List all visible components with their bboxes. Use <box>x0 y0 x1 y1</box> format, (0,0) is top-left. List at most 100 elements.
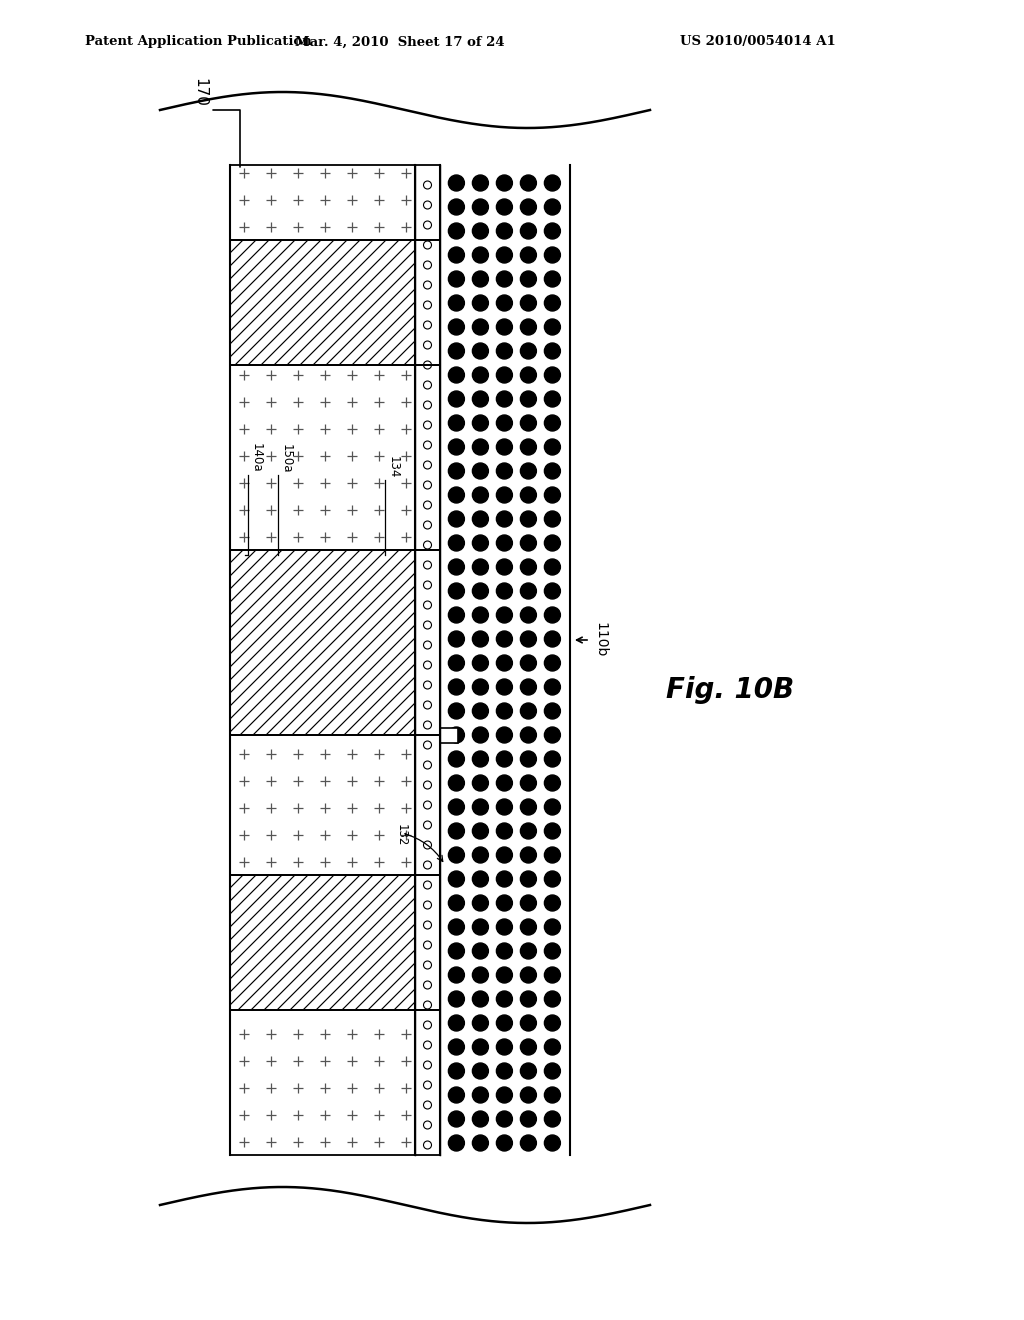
Circle shape <box>472 223 488 239</box>
Circle shape <box>520 583 537 599</box>
Circle shape <box>472 583 488 599</box>
Circle shape <box>520 727 537 743</box>
Circle shape <box>520 678 537 696</box>
Circle shape <box>472 535 488 550</box>
Circle shape <box>472 968 488 983</box>
Circle shape <box>449 607 465 623</box>
Circle shape <box>520 247 537 263</box>
Circle shape <box>545 1135 560 1151</box>
Circle shape <box>520 440 537 455</box>
Circle shape <box>520 367 537 383</box>
Circle shape <box>497 775 512 791</box>
Text: Mar. 4, 2010  Sheet 17 of 24: Mar. 4, 2010 Sheet 17 of 24 <box>295 36 505 49</box>
Circle shape <box>449 511 465 527</box>
Circle shape <box>545 440 560 455</box>
Circle shape <box>545 583 560 599</box>
Circle shape <box>472 199 488 215</box>
Circle shape <box>497 655 512 671</box>
Circle shape <box>497 919 512 935</box>
Circle shape <box>449 1039 465 1055</box>
Circle shape <box>472 895 488 911</box>
Circle shape <box>545 535 560 550</box>
Circle shape <box>497 271 512 286</box>
Text: 170: 170 <box>193 78 207 107</box>
Circle shape <box>545 1111 560 1127</box>
Circle shape <box>472 391 488 407</box>
Circle shape <box>520 319 537 335</box>
Circle shape <box>449 463 465 479</box>
Circle shape <box>545 607 560 623</box>
Circle shape <box>449 1111 465 1127</box>
Circle shape <box>449 294 465 312</box>
Circle shape <box>472 176 488 191</box>
Circle shape <box>449 678 465 696</box>
Circle shape <box>545 678 560 696</box>
Circle shape <box>520 1015 537 1031</box>
Circle shape <box>520 1111 537 1127</box>
Circle shape <box>449 822 465 840</box>
Circle shape <box>497 1086 512 1104</box>
Circle shape <box>472 799 488 814</box>
Circle shape <box>545 511 560 527</box>
Circle shape <box>449 176 465 191</box>
Circle shape <box>449 919 465 935</box>
Circle shape <box>497 391 512 407</box>
Circle shape <box>449 991 465 1007</box>
Circle shape <box>520 294 537 312</box>
Circle shape <box>520 799 537 814</box>
Circle shape <box>545 942 560 960</box>
Circle shape <box>497 247 512 263</box>
Circle shape <box>520 1063 537 1078</box>
Circle shape <box>545 991 560 1007</box>
Circle shape <box>449 968 465 983</box>
Circle shape <box>472 1063 488 1078</box>
Circle shape <box>472 343 488 359</box>
Circle shape <box>497 678 512 696</box>
Circle shape <box>472 247 488 263</box>
Circle shape <box>497 895 512 911</box>
Circle shape <box>520 1135 537 1151</box>
Circle shape <box>472 871 488 887</box>
Circle shape <box>497 199 512 215</box>
Circle shape <box>472 487 488 503</box>
Circle shape <box>472 751 488 767</box>
Circle shape <box>497 727 512 743</box>
Circle shape <box>497 751 512 767</box>
Circle shape <box>545 199 560 215</box>
Circle shape <box>472 558 488 576</box>
Text: US 2010/0054014 A1: US 2010/0054014 A1 <box>680 36 836 49</box>
Circle shape <box>545 343 560 359</box>
Circle shape <box>520 919 537 935</box>
Circle shape <box>497 176 512 191</box>
Circle shape <box>449 799 465 814</box>
Text: Patent Application Publication: Patent Application Publication <box>85 36 311 49</box>
Circle shape <box>497 991 512 1007</box>
Circle shape <box>497 942 512 960</box>
Circle shape <box>449 751 465 767</box>
Circle shape <box>497 631 512 647</box>
Circle shape <box>449 1063 465 1078</box>
Circle shape <box>449 367 465 383</box>
Circle shape <box>449 1135 465 1151</box>
Circle shape <box>497 440 512 455</box>
Bar <box>415 165 440 1155</box>
Circle shape <box>520 942 537 960</box>
Circle shape <box>472 991 488 1007</box>
Circle shape <box>497 463 512 479</box>
Circle shape <box>449 583 465 599</box>
Circle shape <box>545 704 560 719</box>
Circle shape <box>545 847 560 863</box>
Circle shape <box>545 247 560 263</box>
Circle shape <box>545 487 560 503</box>
Circle shape <box>545 1015 560 1031</box>
Circle shape <box>472 319 488 335</box>
Text: 134: 134 <box>387 455 400 478</box>
Circle shape <box>497 1015 512 1031</box>
Circle shape <box>545 223 560 239</box>
Circle shape <box>472 271 488 286</box>
Circle shape <box>449 487 465 503</box>
Circle shape <box>497 1111 512 1127</box>
Circle shape <box>472 294 488 312</box>
Circle shape <box>545 655 560 671</box>
Circle shape <box>520 704 537 719</box>
